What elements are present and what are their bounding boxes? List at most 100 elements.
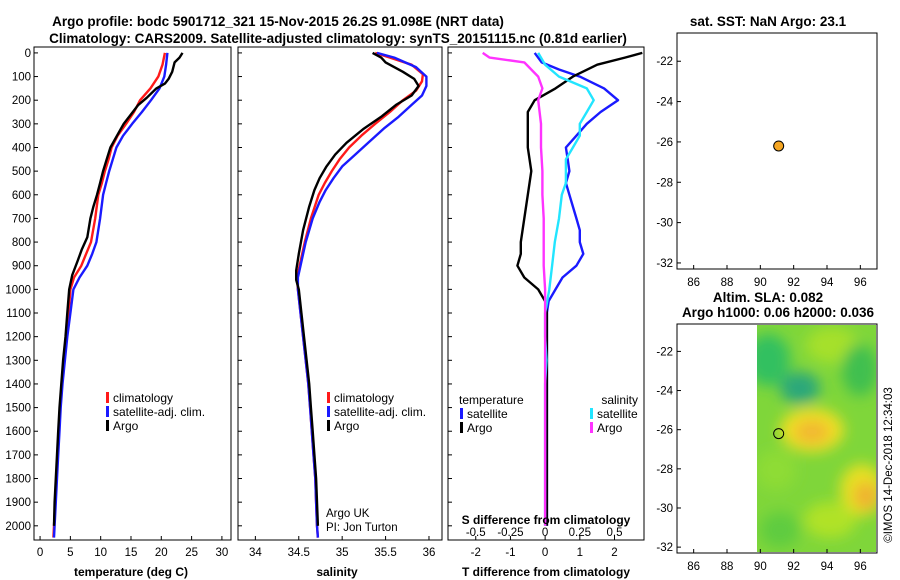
temperature-series-satellite-adj-clim [52, 52, 169, 538]
depth-tick-label: 1500 [5, 403, 31, 415]
sla_map-ytick-label: -32 [656, 542, 673, 554]
sst_map-ytick-label: -24 [656, 97, 673, 109]
depth-tick-label: 900 [12, 261, 31, 273]
legend-label-s-argo: Argo [597, 421, 623, 435]
temperature-xtick-label: 15 [125, 547, 138, 559]
s-difference-tick-label: -0.25 [497, 527, 523, 539]
legend-label-s-satellite: satellite [597, 407, 638, 421]
s-difference-tick-label: -0.5 [466, 527, 486, 539]
sst_map-xtick-label: 92 [787, 277, 800, 289]
temperature-axes-frame [33, 46, 232, 541]
depth-tick-label: 800 [12, 237, 31, 249]
salinity-panel: 34 34.5 35 35.5 36 salinity climatology sate… [237, 46, 443, 579]
sla-map-title-line1: Altim. SLA: 0.082 [713, 290, 823, 305]
temperature-series-climatology [52, 52, 167, 538]
sst_map-ytick-label: -22 [656, 56, 673, 68]
s-difference-tick-label: 0 [542, 527, 548, 539]
legend-label-satellite: satellite-adj. clim. [334, 405, 426, 419]
difference-axes-frame [447, 46, 645, 541]
depth-tick-label: 1200 [5, 332, 31, 344]
s-difference-tick-label: 0.5 [607, 527, 623, 539]
legend-label-satellite: satellite-adj. clim. [113, 405, 205, 419]
sla_map-argo-location-marker [773, 428, 785, 440]
depth-tick-label: 1800 [5, 474, 31, 486]
temperature-xtick-label: 5 [67, 547, 73, 559]
salinity-series-argo [295, 51, 420, 526]
sla_map-ytick-label: -30 [656, 503, 673, 515]
sla_map-xtick-label: 94 [821, 561, 834, 573]
sst_map-xtick-label: 90 [754, 277, 767, 289]
depth-tick-label: 700 [12, 213, 31, 225]
temperature-xlabel: temperature (deg C) [74, 565, 188, 579]
depth-tick-label: 300 [12, 119, 31, 131]
legend-swatch-argo [327, 420, 330, 431]
legend-swatch-climatology [106, 392, 109, 403]
legend-label-argo: Argo [113, 419, 139, 433]
sla-heatmap-field [757, 325, 876, 552]
depth-tick-label: 1100 [6, 308, 31, 320]
temperature-series-argo [52, 52, 184, 526]
sst-map-title: sat. SST: NaN Argo: 23.1 [690, 14, 847, 29]
figure-title-line2: Climatology: CARS2009. Satellite-adjuste… [49, 31, 627, 46]
t-difference-xlabel: T difference from climatology [462, 565, 630, 579]
depth-tick-label: 100 [12, 72, 31, 84]
temperature-xtick-label: 25 [185, 547, 198, 559]
legend-label-climatology: climatology [334, 391, 394, 405]
temperature-panel: 0 5 10 15 20 25 30 0 100 200 300 400 500 600 700 800 90… [5, 46, 232, 579]
salinity-series-satellite-adj-clim [296, 51, 428, 538]
sst_map-xtick-label: 86 [687, 277, 700, 289]
salinity-xtick-label: 36 [423, 547, 436, 559]
differences-xtick-label: -2 [471, 547, 481, 559]
sst_map-xtick-label: 96 [854, 277, 867, 289]
sst-map-panel: sat. SST: NaN Argo: 23.1 86 88 90 92 94 96 -2… [656, 14, 878, 289]
depth-tick-label: 500 [12, 166, 31, 178]
salinity-xtick-label: 35.5 [374, 547, 396, 559]
salinity-xtick-label: 35 [336, 547, 349, 559]
legend-title-salinity: salinity [601, 393, 638, 407]
temperature-xtick-label: 10 [94, 547, 107, 559]
depth-tick-label: 200 [12, 95, 31, 107]
sla_map-xtick-label: 90 [754, 561, 767, 573]
operator-annotation-line1: Argo UK [326, 508, 370, 520]
s-difference-tick-label: 0.25 [569, 527, 591, 539]
legend-swatch-satellite [106, 406, 109, 417]
depth-tick-label: 1300 [5, 355, 31, 367]
legend-label-argo: Argo [334, 419, 360, 433]
sst_map-ytick-label: -26 [656, 137, 673, 149]
salinity-legend: climatology satellite-adj. clim. Argo [327, 391, 426, 433]
sst_map-ytick-label: -32 [656, 258, 673, 270]
legend-swatch-t-argo [460, 422, 463, 433]
depth-tick-label: 1700 [5, 450, 31, 462]
legend-label-t-argo: Argo [467, 421, 493, 435]
depth-tick-label: 400 [12, 142, 31, 154]
sla_map-ytick-label: -28 [656, 464, 673, 476]
legend-swatch-s-satellite [590, 408, 593, 419]
depth-tick-label: 1400 [5, 379, 31, 391]
depth-tick-label: 1000 [5, 284, 31, 296]
legend-label-t-satellite: satellite [467, 407, 508, 421]
difference-panel: -2 -1 0 1 2 -0.5 -0.25 0 0.25 0.5 S difference f… [447, 46, 645, 579]
temperature-legend: climatology satellite-adj. clim. Argo [106, 391, 205, 433]
sst_map-ytick-label: -30 [656, 218, 673, 230]
sla-map-frame [676, 323, 878, 554]
sst_map-xtick-label: 88 [721, 277, 734, 289]
differences-series-t-argo [516, 51, 643, 526]
sla_map-xtick-label: 88 [721, 561, 734, 573]
sla_map-ytick-label: -26 [656, 425, 673, 437]
sla_map-ytick-label: -22 [656, 346, 673, 358]
salinity-xlabel: salinity [316, 565, 358, 579]
legend-swatch-argo [106, 420, 109, 431]
legend-swatch-climatology [327, 392, 330, 403]
sla-map-title-line2: Argo h1000: 0.06 h2000: 0.036 [682, 305, 875, 320]
sla-map-panel: Altim. SLA: 0.082 Argo h1000: 0.06 h2000… [656, 290, 878, 573]
temperature-xtick-label: 20 [155, 547, 168, 559]
differences-xtick-label: 2 [611, 547, 617, 559]
differences-series-s-argo [482, 51, 547, 526]
sst_map-ytick-label: -28 [656, 177, 673, 189]
differences-xtick-label: -1 [505, 547, 515, 559]
sla_map-xtick-label: 86 [687, 561, 700, 573]
operator-annotation-line2: PI: Jon Turton [326, 522, 398, 534]
legend-label-climatology: climatology [113, 391, 173, 405]
depth-tick-label: 1600 [5, 426, 31, 438]
